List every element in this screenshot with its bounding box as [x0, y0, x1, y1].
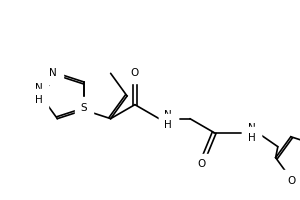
- Text: H: H: [164, 120, 172, 130]
- Text: O: O: [288, 176, 296, 186]
- Text: N: N: [35, 83, 43, 93]
- Text: S: S: [81, 103, 87, 113]
- Text: H: H: [35, 95, 43, 105]
- Text: N: N: [248, 123, 256, 133]
- Text: N: N: [50, 68, 57, 78]
- Text: N: N: [164, 110, 172, 120]
- Text: H: H: [248, 133, 256, 143]
- Text: O: O: [197, 159, 206, 169]
- Text: O: O: [131, 68, 139, 78]
